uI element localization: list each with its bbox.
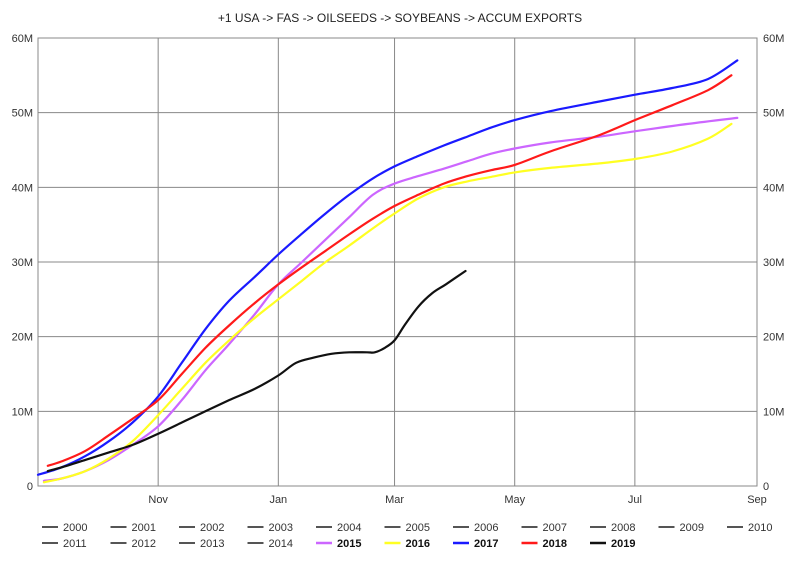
x-tick-label: Nov: [148, 494, 168, 506]
x-tick-label: Jul: [628, 494, 642, 506]
legend-label: 2002: [200, 522, 224, 534]
legend-item-2002[interactable]: 2002: [179, 522, 224, 534]
legend-item-2003[interactable]: 2003: [247, 522, 293, 534]
legend-label: 2006: [474, 522, 498, 534]
x-tick-label: Mar: [385, 494, 404, 506]
legend-label: 2007: [543, 522, 567, 534]
legend-item-2004[interactable]: 2004: [316, 522, 361, 534]
legend-label: 2001: [132, 522, 156, 534]
y-tick-label-left: 40M: [12, 182, 33, 194]
legend-label: 2018: [543, 538, 567, 550]
y-tick-label-right: 20M: [763, 332, 784, 344]
x-tick-label: May: [504, 494, 525, 506]
y-tick-label-left: 50M: [12, 108, 33, 120]
legend-label: 2016: [406, 538, 430, 550]
y-tick-label-left: 60M: [12, 33, 33, 45]
y-tick-label-left: 20M: [12, 332, 33, 344]
y-tick-label-right: 40M: [763, 182, 784, 194]
legend-item-2013[interactable]: 2013: [179, 538, 224, 550]
legend-item-2016[interactable]: 2016: [384, 538, 430, 550]
legend-item-2008[interactable]: 2008: [590, 522, 635, 534]
legend-item-2017[interactable]: 2017: [453, 538, 498, 550]
y-tick-label-left: 0: [27, 481, 33, 493]
legend-item-2019[interactable]: 2019: [590, 538, 635, 550]
legend-label: 2019: [611, 538, 635, 550]
y-tick-label-right: 10M: [763, 406, 784, 418]
legend-label: 2003: [269, 522, 293, 534]
y-tick-label-left: 30M: [12, 257, 33, 269]
x-tick-label: Sep: [747, 494, 767, 506]
legend-label: 2010: [748, 522, 772, 534]
legend-item-2009[interactable]: 2009: [658, 522, 704, 534]
y-tick-label-right: 60M: [763, 33, 784, 45]
legend-item-2015[interactable]: 2015: [316, 538, 361, 550]
legend-item-2010[interactable]: 2010: [727, 522, 772, 534]
legend-label: 2012: [132, 538, 156, 550]
legend-label: 2009: [680, 522, 704, 534]
legend: 2000 2001 2002 2003 2004 2005 2006 2007 2008 2009…: [42, 522, 772, 550]
legend-label: 2015: [337, 538, 361, 550]
legend-label: 2004: [337, 522, 361, 534]
y-tick-label-right: 50M: [763, 108, 784, 120]
legend-label: 2014: [269, 538, 293, 550]
grid: [37, 37, 758, 487]
series-line-2016: [42, 122, 733, 484]
y-tick-label-right: 30M: [763, 257, 784, 269]
x-tick-label: Jan: [269, 494, 287, 506]
legend-item-2007[interactable]: 2007: [521, 522, 567, 534]
axes: 0 0 10M 10M 20M 20M 30M 30M 40M 40M 50M 50M 60M 60M No…: [12, 33, 785, 506]
series-line-2017: [36, 59, 739, 476]
legend-item-2001[interactable]: 2001: [110, 522, 156, 534]
series-line-2018: [46, 74, 733, 467]
legend-item-2011[interactable]: 2011: [42, 538, 87, 550]
legend-item-2006[interactable]: 2006: [453, 522, 498, 534]
legend-label: 2000: [63, 522, 87, 534]
y-tick-label-right: 0: [763, 481, 769, 493]
legend-item-2005[interactable]: 2005: [384, 522, 430, 534]
legend-item-2018[interactable]: 2018: [521, 538, 567, 550]
legend-item-2000[interactable]: 2000: [42, 522, 87, 534]
legend-label: 2013: [200, 538, 224, 550]
legend-item-2014[interactable]: 2014: [247, 538, 293, 550]
series-line-2019: [46, 269, 467, 473]
legend-label: 2011: [63, 538, 87, 550]
legend-label: 2008: [611, 522, 635, 534]
series-layer: [36, 59, 739, 484]
y-tick-label-left: 10M: [12, 406, 33, 418]
legend-item-2012[interactable]: 2012: [110, 538, 156, 550]
legend-label: 2005: [406, 522, 430, 534]
chart-title: +1 USA -> FAS -> OILSEEDS -> SOYBEANS ->…: [218, 11, 582, 25]
legend-label: 2017: [474, 538, 498, 550]
